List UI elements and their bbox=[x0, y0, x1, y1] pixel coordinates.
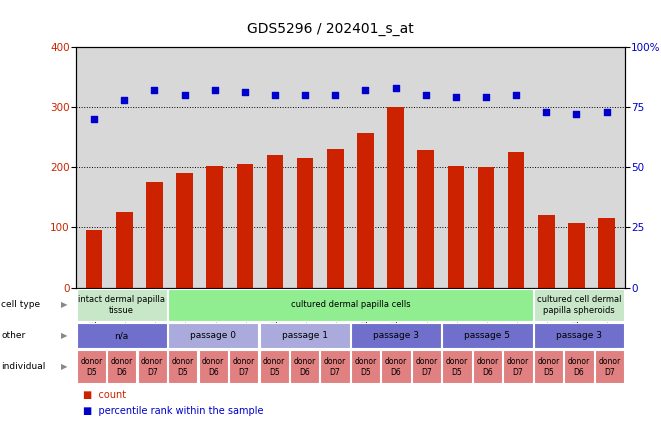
Bar bbox=[86, 231, 102, 288]
Bar bbox=[168, 324, 258, 348]
Bar bbox=[77, 350, 106, 384]
Bar bbox=[534, 350, 563, 384]
Point bbox=[481, 94, 491, 101]
Text: passage 1: passage 1 bbox=[282, 331, 328, 340]
Bar bbox=[534, 289, 624, 321]
Bar bbox=[229, 350, 258, 384]
Bar bbox=[564, 350, 594, 384]
Text: donor
D6: donor D6 bbox=[385, 357, 407, 376]
Text: donor
D5: donor D5 bbox=[172, 357, 194, 376]
Point bbox=[179, 91, 190, 98]
Bar bbox=[260, 324, 350, 348]
Text: ■  percentile rank within the sample: ■ percentile rank within the sample bbox=[83, 406, 263, 416]
Text: passage 3: passage 3 bbox=[373, 331, 419, 340]
Text: ■  count: ■ count bbox=[83, 390, 126, 400]
Text: cultured cell dermal
papilla spheroids: cultured cell dermal papilla spheroids bbox=[537, 295, 621, 315]
Bar bbox=[478, 167, 494, 288]
Text: cultured dermal papilla cells: cultured dermal papilla cells bbox=[291, 300, 410, 310]
Text: donor
D6: donor D6 bbox=[293, 357, 316, 376]
Text: ▶: ▶ bbox=[61, 300, 67, 310]
Bar bbox=[266, 155, 284, 288]
Text: donor
D7: donor D7 bbox=[324, 357, 346, 376]
Text: donor
D5: donor D5 bbox=[446, 357, 468, 376]
Text: passage 5: passage 5 bbox=[465, 331, 510, 340]
Bar bbox=[327, 149, 344, 288]
Bar bbox=[508, 152, 524, 288]
Point bbox=[300, 91, 311, 98]
Bar bbox=[137, 350, 167, 384]
Point bbox=[602, 108, 612, 115]
Bar bbox=[538, 215, 555, 288]
Bar bbox=[387, 107, 404, 288]
Bar bbox=[77, 289, 167, 321]
Bar bbox=[357, 133, 373, 288]
Text: n/a: n/a bbox=[114, 331, 129, 340]
Point bbox=[149, 87, 160, 93]
Text: donor
D5: donor D5 bbox=[263, 357, 286, 376]
Text: donor
D6: donor D6 bbox=[110, 357, 133, 376]
Text: donor
D5: donor D5 bbox=[537, 357, 560, 376]
Bar bbox=[107, 350, 136, 384]
Bar bbox=[206, 166, 223, 288]
Text: donor
D5: donor D5 bbox=[354, 357, 377, 376]
Point bbox=[390, 84, 401, 91]
Bar bbox=[351, 324, 441, 348]
Text: passage 3: passage 3 bbox=[556, 331, 602, 340]
Text: donor
D5: donor D5 bbox=[80, 357, 102, 376]
Text: ▶: ▶ bbox=[61, 363, 67, 371]
Point bbox=[210, 87, 220, 93]
Point bbox=[330, 91, 340, 98]
Bar bbox=[442, 350, 472, 384]
Text: donor
D7: donor D7 bbox=[598, 357, 621, 376]
Bar bbox=[351, 350, 380, 384]
Bar bbox=[568, 222, 585, 288]
Bar bbox=[168, 350, 198, 384]
Text: GDS5296 / 202401_s_at: GDS5296 / 202401_s_at bbox=[247, 22, 414, 36]
Text: donor
D7: donor D7 bbox=[507, 357, 529, 376]
Point bbox=[89, 115, 99, 122]
Point bbox=[571, 111, 582, 118]
Text: donor
D7: donor D7 bbox=[233, 357, 254, 376]
Text: ▶: ▶ bbox=[61, 331, 67, 340]
Point bbox=[119, 96, 130, 103]
Point bbox=[270, 91, 280, 98]
Bar bbox=[176, 173, 193, 288]
Bar bbox=[116, 212, 133, 288]
Bar bbox=[503, 350, 533, 384]
Bar bbox=[77, 324, 167, 348]
Bar bbox=[381, 350, 410, 384]
Text: donor
D7: donor D7 bbox=[141, 357, 163, 376]
Text: intact dermal papilla
tissue: intact dermal papilla tissue bbox=[78, 295, 165, 315]
Point bbox=[451, 94, 461, 101]
Bar bbox=[595, 350, 624, 384]
Text: other: other bbox=[1, 331, 26, 340]
Point bbox=[360, 87, 371, 93]
Bar bbox=[473, 350, 502, 384]
Bar bbox=[598, 218, 615, 288]
Bar bbox=[447, 166, 464, 288]
Bar bbox=[297, 158, 313, 288]
Bar bbox=[412, 350, 441, 384]
Text: individual: individual bbox=[1, 363, 46, 371]
Bar bbox=[237, 164, 253, 288]
Text: donor
D6: donor D6 bbox=[477, 357, 498, 376]
Text: cell type: cell type bbox=[1, 300, 40, 310]
Bar bbox=[442, 324, 533, 348]
Text: passage 0: passage 0 bbox=[190, 331, 236, 340]
Bar bbox=[168, 289, 533, 321]
Point bbox=[511, 91, 522, 98]
Text: donor
D6: donor D6 bbox=[568, 357, 590, 376]
Point bbox=[541, 108, 551, 115]
Bar bbox=[198, 350, 228, 384]
Bar bbox=[290, 350, 319, 384]
Bar bbox=[417, 150, 434, 288]
Point bbox=[420, 91, 431, 98]
Bar bbox=[260, 350, 289, 384]
Bar bbox=[321, 350, 350, 384]
Text: donor
D7: donor D7 bbox=[415, 357, 438, 376]
Text: donor
D6: donor D6 bbox=[202, 357, 224, 376]
Point bbox=[239, 89, 250, 96]
Bar bbox=[534, 324, 624, 348]
Bar bbox=[146, 182, 163, 288]
